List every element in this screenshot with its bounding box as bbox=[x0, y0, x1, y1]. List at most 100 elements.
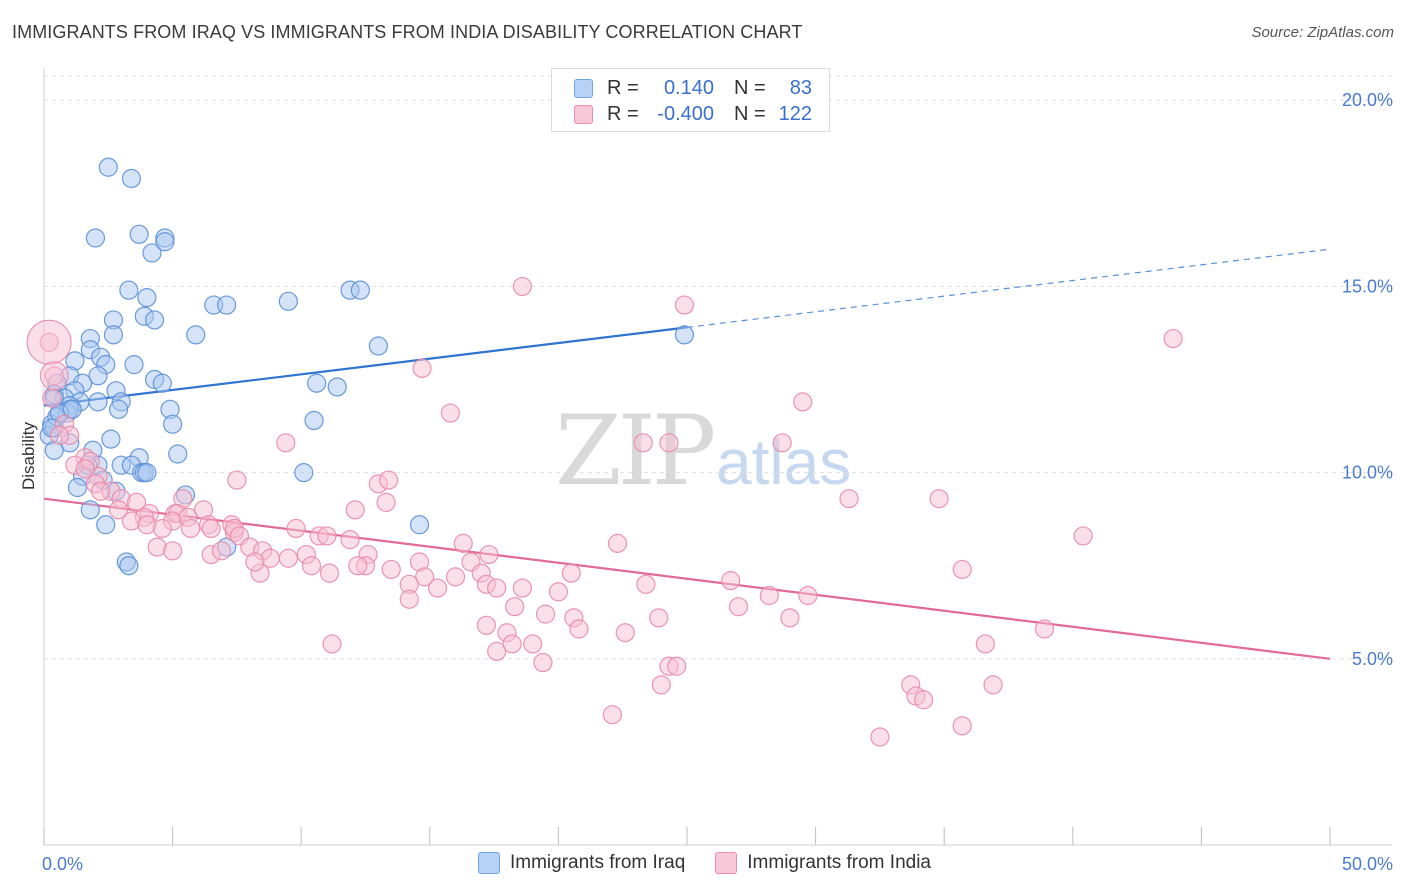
india-point bbox=[607, 533, 628, 553]
iraq-point bbox=[121, 168, 142, 189]
india-point bbox=[502, 634, 522, 654]
india-point bbox=[633, 433, 653, 453]
india-point bbox=[914, 690, 934, 710]
legend-n-value: 83 bbox=[789, 76, 812, 99]
legend-row-iraq[interactable]: R = 0.140 N = 83 bbox=[574, 75, 812, 101]
india-point bbox=[286, 518, 306, 539]
india-point bbox=[381, 559, 401, 580]
tick-labels: 5.0% 10.0% 15.0% 20.0% 0.0% 50.0% bbox=[42, 90, 1393, 874]
india-point bbox=[181, 518, 201, 539]
iraq-point bbox=[409, 515, 430, 535]
iraq-point bbox=[307, 373, 327, 393]
india-point bbox=[427, 578, 448, 598]
iraq-point bbox=[304, 410, 324, 431]
iraq-point bbox=[88, 392, 108, 412]
india-point bbox=[983, 675, 1003, 695]
india-point bbox=[152, 518, 172, 539]
india-point bbox=[1034, 619, 1055, 639]
india-point bbox=[952, 559, 972, 580]
india-point bbox=[793, 392, 813, 412]
india-point bbox=[728, 597, 749, 617]
iraq-point bbox=[124, 355, 144, 375]
india-point bbox=[453, 533, 473, 553]
india-point bbox=[870, 727, 890, 747]
india-point bbox=[569, 619, 589, 639]
trend-lines bbox=[43, 248, 1331, 660]
iraq-point bbox=[368, 336, 388, 356]
india-point bbox=[659, 433, 679, 453]
india-point bbox=[674, 295, 695, 315]
india-point bbox=[479, 544, 499, 565]
india-point bbox=[798, 585, 818, 606]
iraq-point bbox=[119, 280, 139, 300]
india-point bbox=[512, 578, 532, 598]
legend-swatch-iraq bbox=[574, 78, 593, 98]
x-tick-label: 0.0% bbox=[42, 854, 83, 874]
india-point bbox=[839, 489, 859, 509]
india-point bbox=[301, 556, 322, 576]
india-point bbox=[512, 276, 532, 297]
india-point bbox=[487, 641, 507, 661]
india-point bbox=[548, 582, 569, 602]
iraq-point bbox=[144, 310, 165, 330]
iraq-point bbox=[137, 288, 157, 308]
legend-box: R = 0.140 N = 83 R = -0.400 N = 122 bbox=[551, 68, 830, 132]
x-tick-label: 50.0% bbox=[1342, 854, 1393, 874]
india-point bbox=[227, 470, 247, 490]
india-point bbox=[952, 716, 972, 736]
iraq-point bbox=[67, 477, 88, 498]
legend-row-india[interactable]: R = -0.400 N = 122 bbox=[574, 101, 812, 127]
source-credit[interactable]: Source: ZipAtlas.com bbox=[1251, 24, 1394, 41]
india-point bbox=[340, 530, 360, 550]
iraq-point bbox=[278, 291, 298, 311]
y-tick-label: 10.0% bbox=[1342, 463, 1393, 483]
india-point bbox=[476, 615, 496, 635]
legend-r-value: 0.140 bbox=[663, 76, 714, 99]
legend-n-value: 122 bbox=[778, 102, 812, 125]
iraq-point bbox=[152, 373, 172, 393]
iraq-point bbox=[294, 463, 314, 483]
india-point bbox=[415, 567, 435, 587]
india-point bbox=[39, 361, 69, 391]
iraq-point bbox=[103, 325, 124, 345]
india-point bbox=[49, 425, 70, 445]
bottom-legend-swatch-iraq bbox=[478, 852, 500, 874]
iraq-point bbox=[101, 429, 121, 449]
india-point bbox=[487, 578, 507, 598]
india-point bbox=[26, 319, 72, 365]
india-point bbox=[602, 705, 623, 725]
iraq-point bbox=[186, 325, 206, 345]
india-point bbox=[376, 492, 396, 513]
iraq-point bbox=[96, 515, 116, 535]
india-point bbox=[412, 358, 432, 378]
india-point bbox=[319, 563, 340, 583]
chart-title: IMMIGRANTS FROM IRAQ VS IMMIGRANTS FROM … bbox=[12, 22, 803, 42]
iraq-point bbox=[327, 377, 347, 397]
iraq-point bbox=[85, 228, 106, 248]
india-point bbox=[108, 500, 129, 520]
iraq-point bbox=[155, 232, 175, 252]
india-point bbox=[75, 459, 95, 479]
india-trend-line bbox=[43, 497, 1331, 660]
india-point bbox=[759, 585, 779, 606]
india-point bbox=[445, 567, 466, 587]
india-point bbox=[163, 541, 183, 561]
india-point bbox=[278, 548, 298, 568]
india-point bbox=[1163, 328, 1183, 349]
iraq-point bbox=[80, 500, 100, 520]
india-point bbox=[440, 403, 460, 423]
iraq-point bbox=[674, 325, 695, 345]
india-point bbox=[399, 589, 419, 609]
iraq-point bbox=[350, 280, 370, 300]
india-point bbox=[345, 500, 365, 520]
legend-r-value: -0.400 bbox=[657, 102, 714, 125]
bottom-legend-iraq[interactable]: Immigrants from Iraq bbox=[478, 852, 685, 874]
iraq-point bbox=[163, 414, 183, 434]
legend-r-label: R = bbox=[607, 76, 639, 99]
y-axis-label: Disability bbox=[19, 421, 38, 490]
india-point bbox=[649, 608, 669, 628]
india-point bbox=[245, 552, 265, 572]
bottom-legend-india[interactable]: Immigrants from India bbox=[715, 852, 931, 874]
y-tick-label: 20.0% bbox=[1342, 90, 1393, 110]
axes bbox=[43, 68, 1392, 846]
